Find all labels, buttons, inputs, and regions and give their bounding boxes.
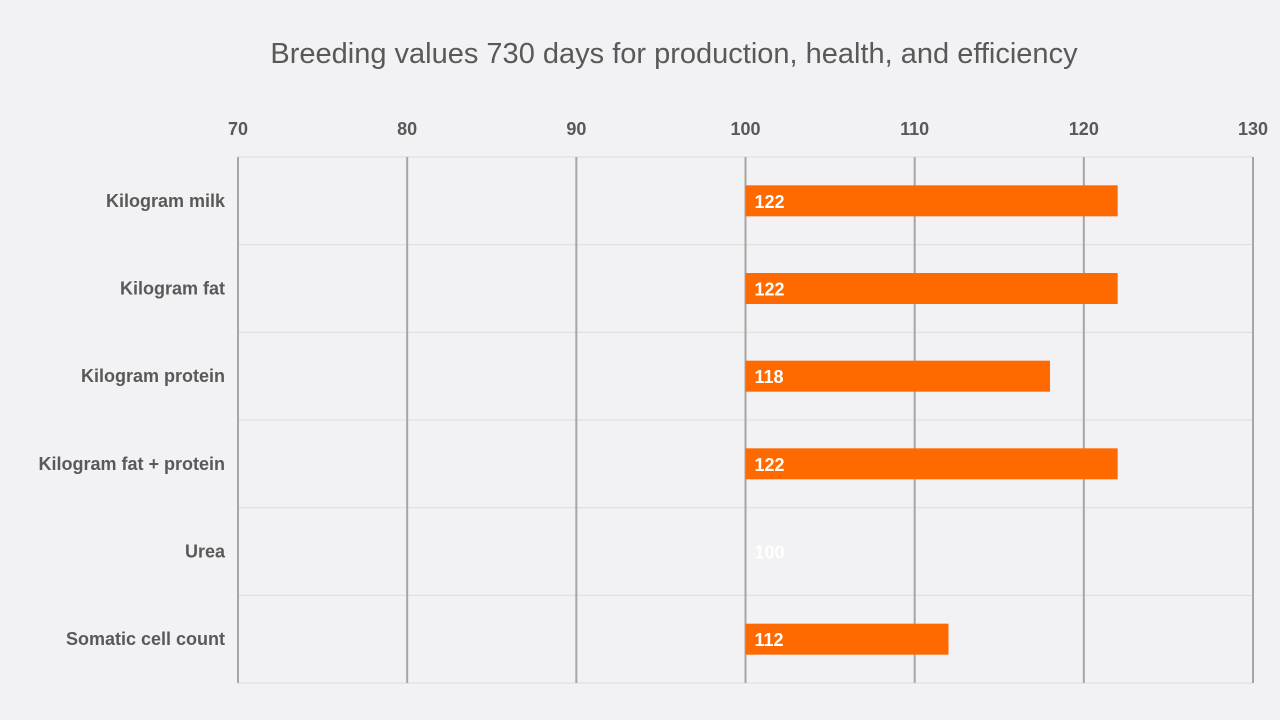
data-label: 100 <box>755 543 785 563</box>
bar <box>745 360 1050 392</box>
chart-title: Breeding values 730 days for production,… <box>270 38 1078 70</box>
x-tick-label: 80 <box>397 119 417 139</box>
x-tick-label: 130 <box>1238 119 1268 139</box>
category-labels: Kilogram milk Kilogram fat Kilogram protei… <box>38 191 226 649</box>
data-label: 118 <box>755 367 784 387</box>
category-label: Kilogram fat <box>120 279 225 299</box>
data-label: 122 <box>755 455 785 475</box>
category-label: Kilogram milk <box>106 191 226 211</box>
category-label: Kilogram fat + protein <box>38 454 225 474</box>
data-labels: 122 122 118 122 100 112 <box>755 192 785 650</box>
data-label: 122 <box>755 192 785 212</box>
bar <box>745 273 1118 304</box>
x-tick-label: 70 <box>228 119 248 139</box>
bar <box>745 448 1118 480</box>
data-label: 122 <box>755 280 785 300</box>
data-label: 112 <box>755 630 784 650</box>
x-axis-ticks: 70 80 90 100 110 120 130 <box>228 119 1268 139</box>
category-label: Urea <box>185 542 226 562</box>
x-tick-label: 100 <box>730 119 760 139</box>
category-label: Somatic cell count <box>66 629 225 649</box>
category-label: Kilogram protein <box>81 366 225 386</box>
x-tick-label: 120 <box>1069 119 1099 139</box>
x-tick-label: 110 <box>900 119 929 139</box>
bars <box>745 185 1118 655</box>
bar <box>745 185 1118 217</box>
bar <box>745 623 949 655</box>
x-tick-label: 90 <box>566 119 586 139</box>
grid-layer <box>237 156 1254 684</box>
